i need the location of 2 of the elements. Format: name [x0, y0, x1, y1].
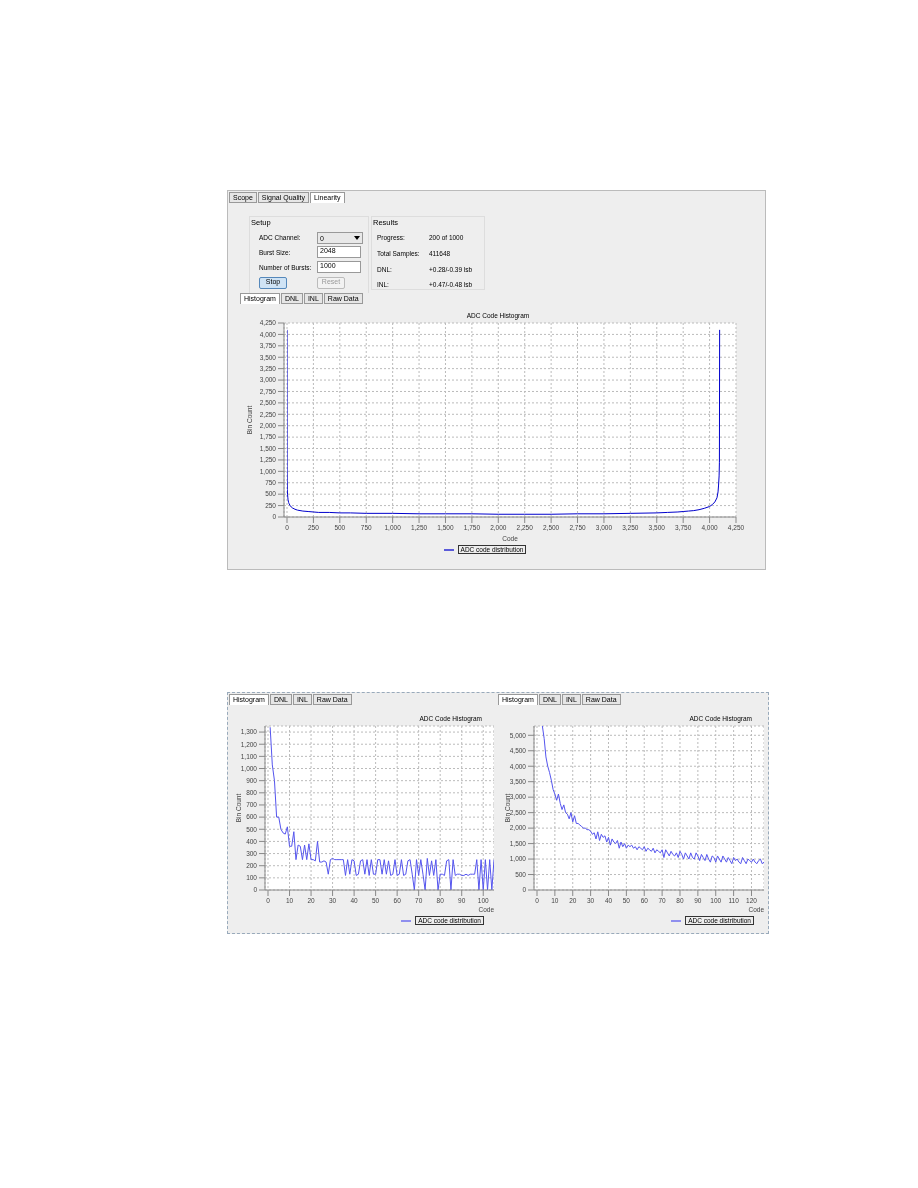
line-series — [287, 329, 721, 515]
line-series — [541, 726, 764, 865]
